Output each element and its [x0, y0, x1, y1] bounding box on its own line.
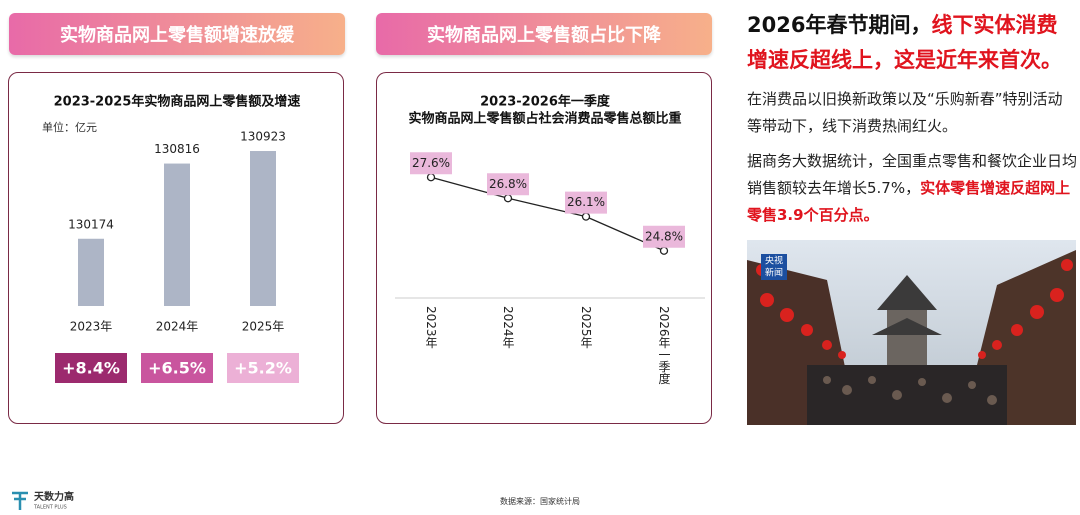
- value-label: 130923: [240, 130, 286, 144]
- point: [581, 212, 591, 221]
- headline-highlight: 线下实体消费增速反超线上，这是近年来首次。: [747, 13, 1062, 72]
- headline-text: 2026年春节期间，: [747, 13, 932, 37]
- tower-roof: [877, 275, 937, 310]
- label-box: [643, 225, 685, 248]
- logo-text: 天数力高: [34, 490, 74, 503]
- label-box: [487, 173, 529, 196]
- paragraph: 据商务大数据统计，全国重点零售和餐饮企业日均销售额较去年增长5.7%，实体零售增…: [747, 148, 1077, 229]
- x-tick-label: 2023年: [424, 306, 438, 349]
- bar: [164, 163, 190, 306]
- article: 2026年春节期间，线下实体消费增速反超线上，这是近年来首次。 在消费品以旧换新…: [747, 8, 1077, 229]
- value-label: 24.8%: [645, 229, 683, 243]
- label-box: [565, 191, 607, 214]
- unit-label: 单位：亿元: [42, 120, 97, 134]
- tower-roof: [872, 318, 942, 335]
- growth-badge: [55, 353, 127, 383]
- badge-text: 央视: [765, 255, 783, 267]
- crowd-heads: [823, 376, 997, 405]
- paragraph-text: 在消费品以旧换新政策以及“乐购新春”特别活动等带动下，线下消费热闹红火。: [747, 90, 1063, 135]
- point: [503, 194, 513, 203]
- logo: 天数力高 TALENT PLUS: [12, 490, 74, 511]
- crowd: [807, 365, 1007, 425]
- section-header: 实物商品网上零售额占比下降: [376, 13, 712, 55]
- growth-label: +5.2%: [234, 359, 292, 378]
- headline: 2026年春节期间，线下实体消费增速反超线上，这是近年来首次。: [747, 8, 1077, 78]
- section-header: 实物商品网上零售额增速放缓: [9, 13, 345, 55]
- x-tick-label: 2023年: [70, 320, 113, 334]
- logo-subtext: TALENT PLUS: [33, 505, 67, 511]
- growth-label: +6.5%: [148, 359, 206, 378]
- logo-icon: [12, 491, 28, 510]
- value-label: 130816: [154, 142, 200, 156]
- value-label: 130174: [68, 217, 114, 231]
- growth-label: +8.4%: [62, 359, 120, 378]
- bar: [78, 238, 104, 306]
- point: [426, 173, 436, 182]
- label-box: [410, 152, 452, 175]
- x-tick-label: 2026年一季度: [657, 306, 671, 385]
- value-label: 26.1%: [567, 195, 605, 209]
- badge: [761, 254, 787, 280]
- value-label: 27.6%: [412, 156, 450, 170]
- chart-title: 2023-2025年实物商品网上零售额及增速: [54, 94, 301, 110]
- chart-title: 2023-2026年一季度: [480, 94, 611, 110]
- line: [430, 176, 665, 252]
- chart-panel: 2023-2026年一季度 实物商品网上零售额占社会消费品零售总额比重 27.6% 2…: [376, 72, 712, 424]
- x-tick-label: 2025年: [579, 306, 593, 349]
- point: [659, 246, 669, 255]
- chart-panel: 2023-2025年实物商品网上零售额及增速单位：亿元 130174 2023年 +8…: [8, 72, 344, 424]
- lanterns: [756, 259, 1073, 359]
- x-tick-label: 2025年: [242, 320, 285, 334]
- value-label: 26.8%: [489, 177, 527, 191]
- x-tick-label: 2024年: [501, 306, 515, 349]
- source: 数据来源：国家统计局: [500, 497, 580, 506]
- paragraph: 在消费品以旧换新政策以及“乐购新春”特别活动等带动下，线下消费热闹红火。: [747, 86, 1077, 140]
- chart-title: 实物商品网上零售额占社会消费品零售总额比重: [408, 111, 681, 127]
- badge-text: 新闻: [765, 267, 783, 279]
- growth-badge: [227, 353, 299, 383]
- paragraph-highlight: 实体零售增速反超网上零售3.9个百分点。: [747, 179, 1071, 224]
- x-tick-label: 2024年: [156, 320, 199, 334]
- paragraph-text: 据商务大数据统计，全国重点零售和餐饮企业日均销售额较去年增长5.7%，: [747, 152, 1078, 197]
- bar: [250, 151, 276, 306]
- growth-badge: [141, 353, 213, 383]
- photo: 央视 新闻: [747, 240, 1076, 425]
